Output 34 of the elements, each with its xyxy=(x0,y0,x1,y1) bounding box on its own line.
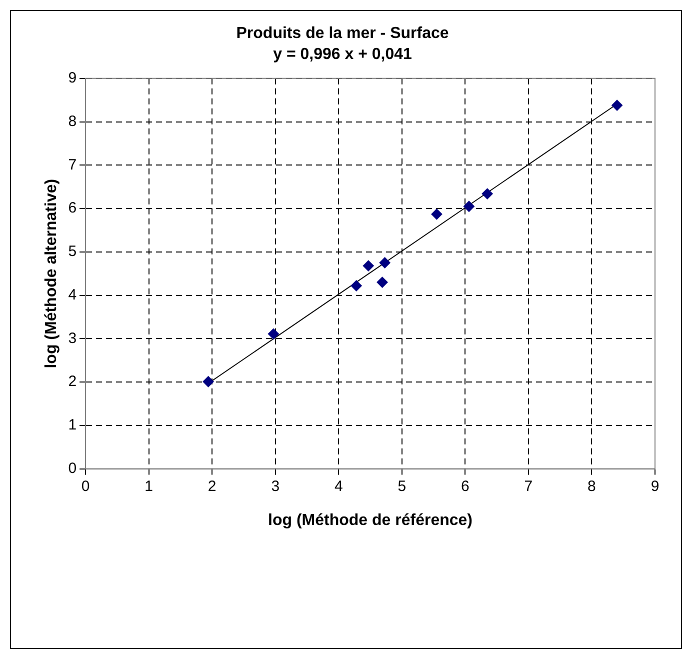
y-tick-label: 6 xyxy=(68,200,77,217)
x-tick-label: 3 xyxy=(271,478,280,495)
x-axis-title: log (Méthode de référence) xyxy=(268,512,473,529)
x-tick-label: 4 xyxy=(334,478,343,495)
x-tick-label: 1 xyxy=(144,478,153,495)
y-tick-label: 3 xyxy=(68,330,77,347)
y-tick-label: 4 xyxy=(68,286,77,304)
x-tick-label: 0 xyxy=(81,478,90,495)
y-tick-label: 7 xyxy=(68,156,77,174)
y-tick-label: 5 xyxy=(68,243,77,260)
point xyxy=(350,280,362,292)
y-axis-title: log (Méthode alternative) xyxy=(43,178,60,368)
x-tick-label: 8 xyxy=(588,478,596,495)
point xyxy=(482,188,493,200)
point xyxy=(463,200,474,212)
point xyxy=(376,276,388,288)
chart-title: Produits de la mer - Surface xyxy=(236,25,449,42)
y-tick-label: 9 xyxy=(68,70,77,87)
point xyxy=(379,257,390,268)
point xyxy=(431,208,442,220)
x-tick-label: 6 xyxy=(461,478,470,495)
x-tick-label: 9 xyxy=(650,478,660,495)
point xyxy=(612,100,623,111)
y-tick-label: 2 xyxy=(68,373,77,390)
point xyxy=(202,376,214,388)
point xyxy=(362,260,374,272)
chart-subtitle: y = 0,996 x + 0,041 xyxy=(273,46,412,64)
y-tick-label: 0 xyxy=(68,460,77,477)
y-tick-label: 1 xyxy=(68,416,77,434)
x-tick-label: 5 xyxy=(398,478,406,495)
point xyxy=(268,328,279,340)
y-tick-label: 8 xyxy=(68,112,77,130)
x-tick-label: 7 xyxy=(524,478,533,495)
x-tick-label: 2 xyxy=(208,478,216,495)
